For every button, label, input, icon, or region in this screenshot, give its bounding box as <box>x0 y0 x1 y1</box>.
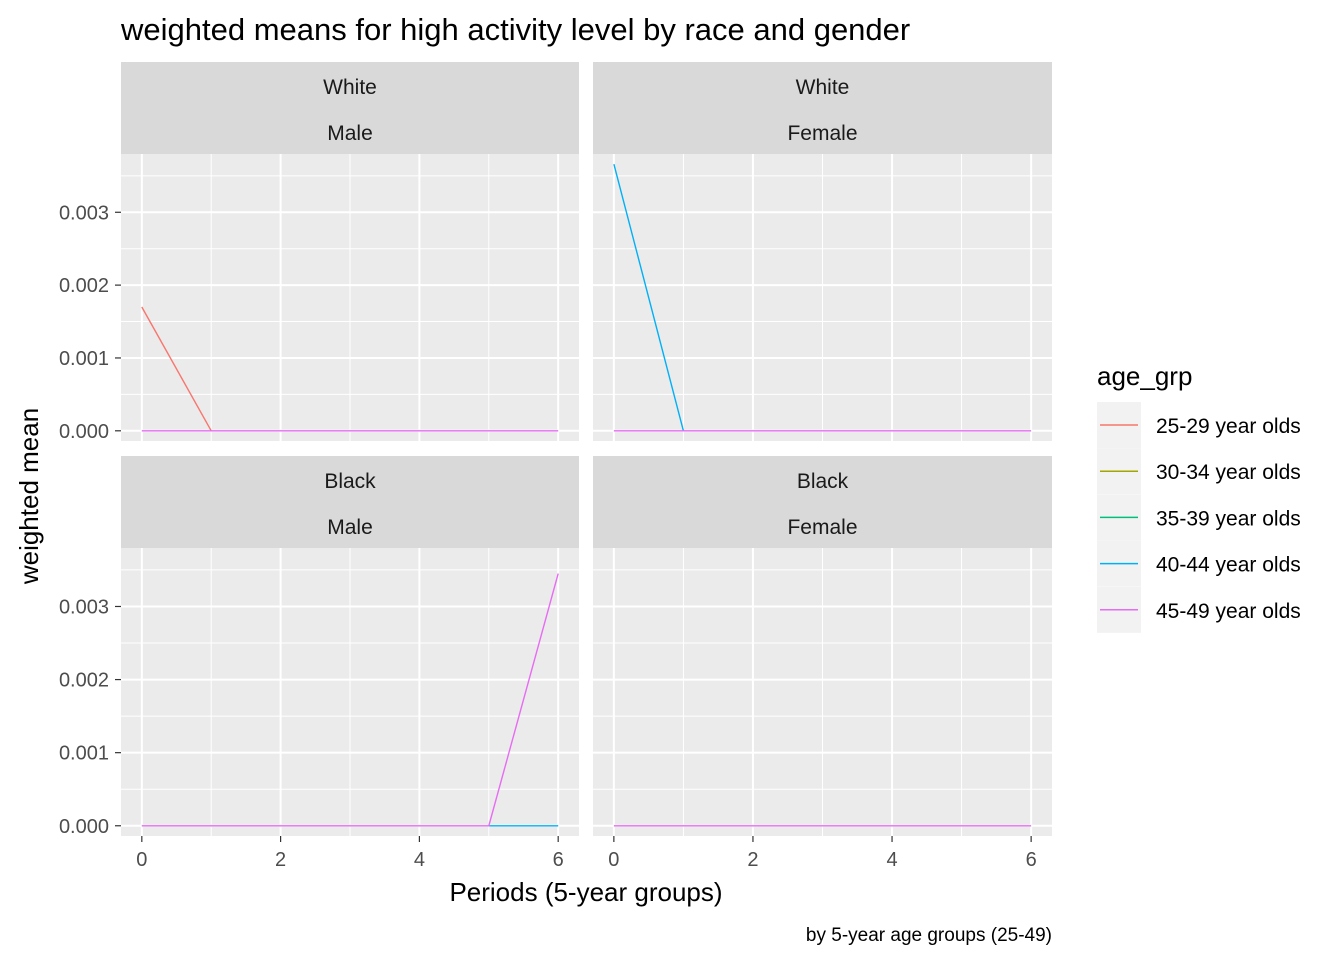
strip-label-gender: Female <box>787 122 857 145</box>
x-tick-label: 6 <box>553 849 564 871</box>
legend-label: 45-49 year olds <box>1156 600 1301 623</box>
panel-white-male: White Male <box>121 62 579 441</box>
y-tick-label: 0.003 <box>59 202 109 224</box>
panel-white-female: White Female <box>593 62 1052 441</box>
strip-background <box>593 62 1052 154</box>
legend-label: 35-39 year olds <box>1156 507 1301 530</box>
strip-label-race: Black <box>324 470 376 493</box>
x-tick-label: 4 <box>414 849 425 871</box>
panel-grid: White Male White Female Black Male Black Female <box>121 62 1052 836</box>
legend-item-25-29-year-olds: 25-29 year olds <box>1097 402 1301 448</box>
y-axis-title: weighted mean <box>14 408 44 585</box>
legend-title: age_grp <box>1097 361 1192 391</box>
strip-label-gender: Female <box>787 516 857 539</box>
y-tick-label: 0.000 <box>59 421 109 443</box>
legend-item-30-34-year-olds: 30-34 year olds <box>1097 448 1301 495</box>
x-tick-label: 4 <box>886 849 897 871</box>
panel-black-female: Black Female <box>593 456 1052 836</box>
x-tick-label: 2 <box>747 849 758 871</box>
chart-title: weighted means for high activity level b… <box>120 12 910 47</box>
x-tick-label: 0 <box>136 849 147 871</box>
legend-label: 30-34 year olds <box>1156 461 1301 484</box>
x-axis-title: Periods (5-year groups) <box>449 877 722 907</box>
series-line-40-44-year-olds <box>613 164 685 431</box>
strip-label-gender: Male <box>327 122 373 145</box>
x-tick-label: 2 <box>275 849 286 871</box>
y-tick-label: 0.001 <box>59 348 109 370</box>
strip-label-gender: Male <box>327 516 373 539</box>
strip-label-race: Black <box>797 470 849 493</box>
series-line-25-29-year-olds <box>141 306 212 432</box>
strip-background <box>593 456 1052 548</box>
y-tick-label: 0.002 <box>59 670 109 692</box>
x-axis-ticks: 0 2 4 6 0 2 4 6 <box>136 836 1037 871</box>
strip-background <box>121 62 579 154</box>
legend-label: 40-44 year olds <box>1156 554 1301 577</box>
chart-caption: by 5-year age groups (25-49) <box>806 925 1052 946</box>
legend-label: 25-29 year olds <box>1156 415 1301 438</box>
y-tick-label: 0.001 <box>59 743 109 765</box>
legend: age_grp 25-29 year olds 30-34 year olds 35… <box>1097 361 1301 633</box>
series-line-45-49-year-olds <box>141 573 559 827</box>
strip-background <box>121 456 579 548</box>
y-tick-label: 0.000 <box>59 816 109 838</box>
strip-label-race: White <box>796 76 850 99</box>
legend-item-40-44-year-olds: 40-44 year olds <box>1097 540 1301 587</box>
y-tick-label: 0.002 <box>59 275 109 297</box>
x-tick-label: 0 <box>608 849 619 871</box>
y-tick-label: 0.003 <box>59 596 109 618</box>
x-tick-label: 6 <box>1026 849 1037 871</box>
y-axis-ticks: 0.000 0.001 0.002 0.003 0.000 0.001 0.002 0.003 <box>59 202 121 838</box>
panel-black-male: Black Male <box>121 456 579 836</box>
legend-item-45-49-year-olds: 45-49 year olds <box>1097 586 1301 633</box>
legend-item-35-39-year-olds: 35-39 year olds <box>1097 494 1301 541</box>
strip-label-race: White <box>323 76 377 99</box>
